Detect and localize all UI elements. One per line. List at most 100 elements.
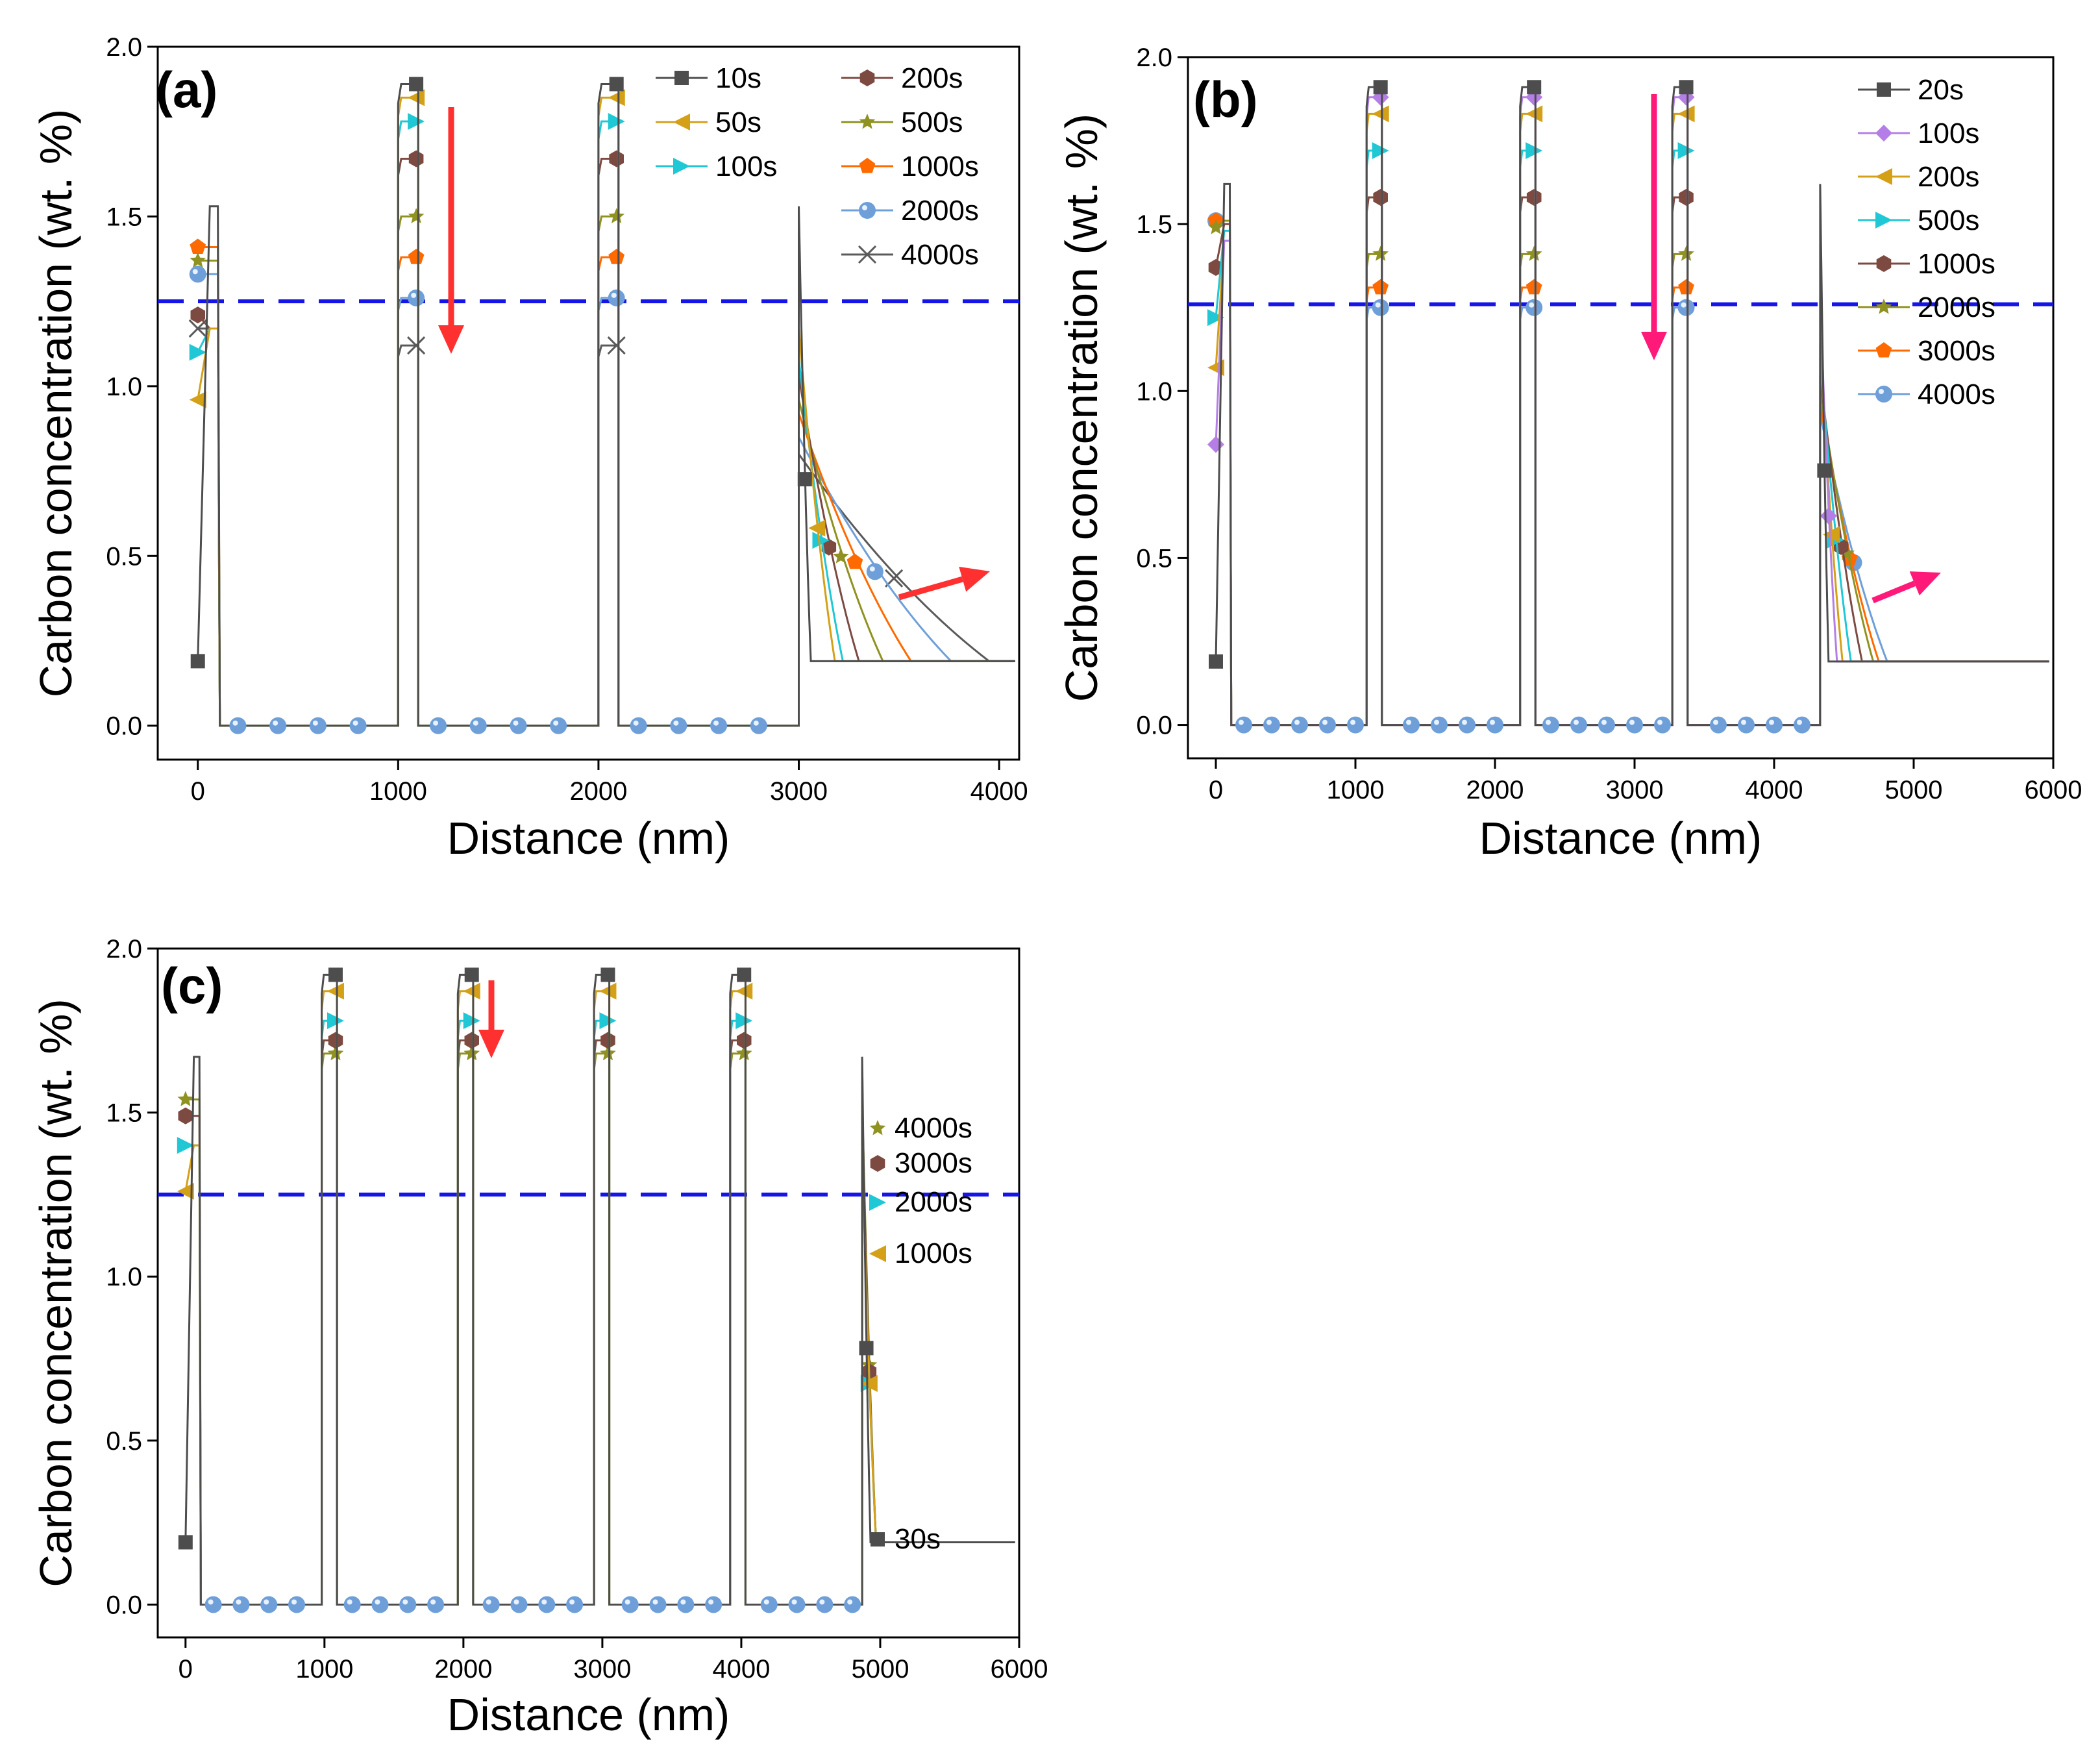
baseline-marker [788, 1596, 806, 1613]
baseline-marker [1319, 716, 1336, 734]
series-2000s [177, 1012, 1015, 1606]
baseline-marker-highlight [624, 1599, 630, 1605]
baseline-marker [349, 717, 367, 734]
y-tick-label: 1.0 [106, 1263, 142, 1291]
baseline-marker [1570, 716, 1587, 734]
marker-2000s [408, 289, 425, 306]
baseline-marker-highlight [375, 1599, 380, 1605]
marker-2000s [735, 1012, 753, 1030]
baseline-marker-highlight [347, 1599, 352, 1605]
series-line-1000s [197, 246, 1015, 727]
baseline-marker-highlight [1239, 719, 1244, 725]
baseline-marker-highlight [1490, 719, 1495, 725]
legend: 20s 100s 200s 500s 1000s 2000s 3000s 4000s [1858, 74, 1995, 410]
series-line-500s [1215, 149, 2049, 727]
marker-1000s [327, 982, 344, 1000]
marker-2000s-highlight [611, 292, 617, 298]
series-10s [190, 77, 1015, 727]
trend-arrow-head [1641, 332, 1667, 360]
baseline-marker [621, 1596, 639, 1613]
baseline-marker [1766, 716, 1783, 734]
y-tick-label: 1.5 [106, 203, 142, 231]
series-line-200s [197, 158, 1015, 727]
marker-30s [464, 967, 479, 982]
y-tick-label: 1.5 [106, 1099, 142, 1128]
marker-3000s [600, 1032, 615, 1049]
baseline-marker-highlight [433, 720, 439, 726]
marker-100s [408, 113, 425, 130]
marker-4000s-highlight [1681, 302, 1686, 308]
legend-label-1000s: 1000s [1918, 248, 1995, 280]
x-tick-label: 0 [179, 1655, 193, 1683]
trend-arrow-head [478, 1030, 504, 1058]
y-tick-label: 2.0 [106, 33, 142, 62]
baseline-marker-highlight [847, 1599, 853, 1605]
marker-200s [408, 150, 424, 168]
baseline-marker-highlight [1462, 719, 1467, 725]
marker-4000s [407, 336, 426, 355]
marker-2000s [866, 563, 883, 580]
marker-30s [600, 967, 615, 982]
legend-marker-20s [1877, 82, 1891, 97]
baseline-marker [1710, 716, 1727, 734]
baseline-marker [482, 1596, 500, 1613]
marker-100s [608, 113, 625, 130]
x-tick-label: 5000 [1885, 776, 1943, 804]
marker-500s [1372, 142, 1389, 159]
marker-500s [608, 208, 625, 223]
baseline-marker-highlight [1601, 719, 1607, 725]
y-tick-label: 1.0 [106, 373, 142, 401]
y-axis-label: Carbon concentration (wt. %) [31, 999, 81, 1587]
marker-50s [608, 89, 625, 106]
legend-marker-2000s-highlight [862, 205, 867, 210]
marker-4000s-highlight [1375, 302, 1381, 308]
end-marker-1000s [869, 1245, 886, 1262]
series-line-4000s [185, 1052, 1015, 1606]
baseline-marker [469, 717, 487, 734]
marker-4000s [177, 1091, 194, 1106]
baseline-marker-highlight [208, 1599, 214, 1605]
y-tick-label: 0.0 [106, 712, 142, 741]
end-label-30s: 30s [895, 1523, 941, 1555]
legend-marker-2000s [1875, 299, 1892, 314]
x-tick-label: 3000 [573, 1655, 631, 1683]
marker-1000s [860, 1374, 878, 1392]
marker-2000s [1207, 219, 1224, 234]
series-line-20s [1215, 86, 2049, 727]
baseline-marker [204, 1596, 222, 1613]
baseline-marker-highlight [513, 1599, 519, 1605]
legend-label-100s: 100s [1918, 118, 1979, 149]
baseline-marker [1794, 716, 1810, 734]
plot-frame [156, 45, 1020, 761]
series-200s [1207, 105, 2049, 727]
marker-30s [859, 1341, 874, 1356]
series-line-100s [197, 120, 1015, 727]
y-tick-label: 2.0 [1136, 43, 1172, 72]
end-marker-3000s [870, 1155, 885, 1172]
x-tick-label: 4000 [970, 777, 1028, 806]
marker-3000s [464, 1032, 479, 1049]
marker-1000s [177, 1182, 194, 1200]
x-tick-label: 5000 [851, 1655, 909, 1683]
marker-200s [1677, 105, 1695, 123]
legend-label-20s: 20s [1918, 74, 1964, 106]
x-tick-label: 6000 [991, 1655, 1048, 1683]
marker-30s [178, 1535, 193, 1550]
series-50s [189, 89, 1015, 727]
marker-1000s [1526, 189, 1542, 206]
end-label-4000s: 4000s [895, 1112, 972, 1144]
baseline-marker [1626, 716, 1643, 734]
marker-2000s [1372, 245, 1389, 261]
baseline-marker [510, 717, 527, 734]
marker-4000s [1372, 299, 1389, 316]
legend-marker-3000s [1875, 342, 1892, 358]
baseline-marker-highlight [673, 720, 679, 726]
marker-20s [1527, 80, 1542, 95]
baseline-marker-highlight [791, 1599, 797, 1605]
marker-4000s [463, 1045, 480, 1061]
legend-marker-500s [859, 114, 876, 129]
marker-100s [1820, 507, 1837, 525]
marker-2000s-highlight [869, 566, 875, 572]
baseline-marker-highlight [753, 720, 759, 726]
legend-marker-200s [859, 69, 875, 86]
